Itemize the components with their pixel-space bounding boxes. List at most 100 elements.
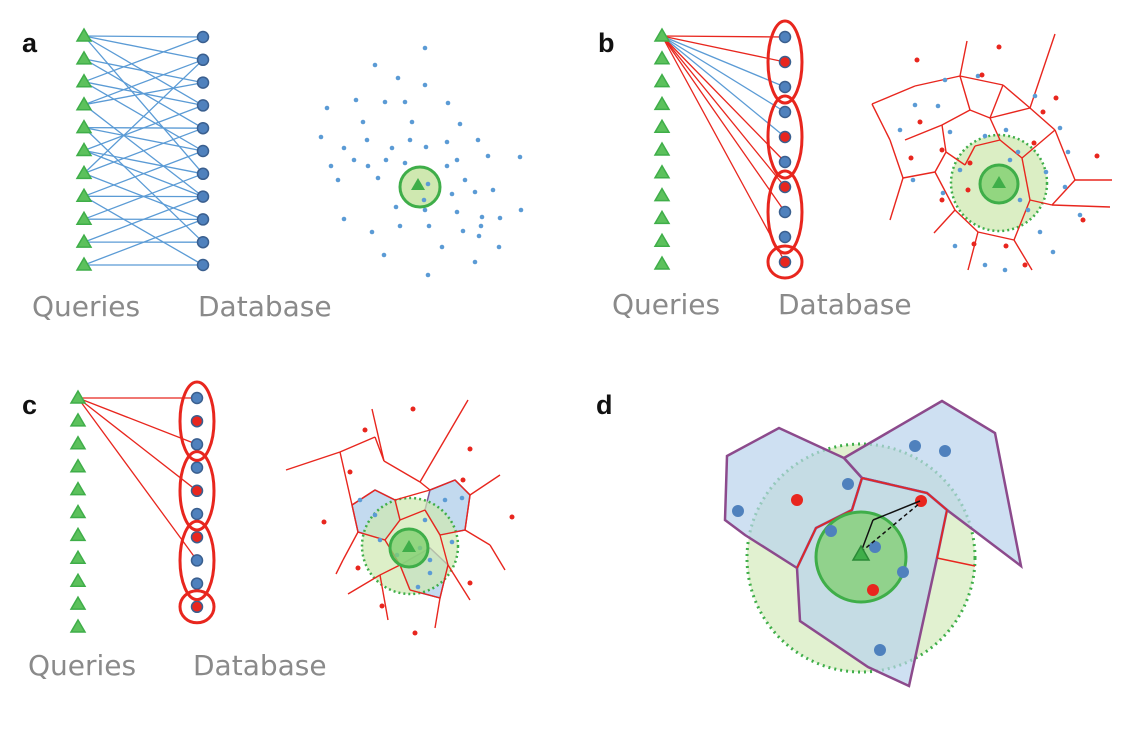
scatter-point (1062, 184, 1068, 190)
voronoi-edge (394, 489, 431, 501)
panel-a-query-column (75, 27, 93, 271)
scatter-point (1032, 93, 1038, 99)
voronoi-edge (409, 589, 441, 599)
scatter-point (375, 175, 381, 181)
panel-d-path-segment (860, 519, 874, 553)
cluster-ellipse (178, 589, 216, 625)
voronoi-edge (1002, 84, 1031, 109)
query-database-link (83, 35, 204, 175)
database-point (196, 190, 210, 203)
voronoi-edge (954, 209, 979, 233)
panel-a-scatter (318, 45, 524, 278)
scatter-point (454, 157, 460, 163)
voronoi-edge (989, 117, 1001, 141)
voronoi-edge (339, 451, 353, 506)
voronoi-edge (434, 597, 441, 629)
panel-a-query-marker (411, 178, 425, 190)
panel-a-database-caption: Database (198, 290, 332, 323)
centroid-point (914, 57, 920, 63)
panel-b: b Queries Database (598, 19, 1112, 321)
query-cluster-link (77, 397, 198, 446)
panel-b-cluster-groups (766, 19, 804, 280)
voronoi-edge (945, 151, 966, 166)
voronoi-edge (379, 564, 401, 576)
scatter-point (402, 160, 408, 166)
scatter-point (460, 228, 466, 234)
voronoi-edge (419, 399, 469, 483)
query-cluster-link (661, 35, 786, 38)
voronoi-edge (964, 145, 976, 166)
database-point (196, 258, 210, 272)
query-database-link (83, 58, 204, 84)
scatter-point (1002, 267, 1008, 273)
voronoi-edge (339, 436, 376, 453)
scatter-point (382, 99, 388, 105)
scatter-point (1043, 169, 1049, 175)
query-cluster-link (661, 35, 786, 88)
voronoi-edge (419, 481, 431, 491)
query-database-link (83, 195, 204, 266)
database-point (825, 525, 837, 537)
scatter-point (982, 133, 988, 139)
voronoi-edge (347, 574, 381, 595)
query-cluster-link (661, 35, 786, 188)
centroid-point (509, 514, 515, 520)
scatter-point (1003, 127, 1009, 133)
panel-label-c: c (22, 390, 37, 420)
panel-d-direct-distance (860, 502, 921, 553)
scatter-point (427, 570, 433, 576)
voronoi-edge (902, 171, 936, 179)
voronoi-edge (384, 519, 401, 541)
centroid-point (915, 495, 927, 507)
centroid-point (1080, 217, 1086, 223)
query-database-link (83, 35, 204, 38)
scatter-point (442, 497, 448, 503)
scatter-point (517, 154, 523, 160)
centroid-point (971, 241, 977, 247)
scatter-point (426, 223, 432, 229)
centroid-point (979, 72, 985, 78)
scatter-point (318, 134, 324, 140)
voronoi-edge (871, 103, 891, 141)
voronoi-edge (967, 231, 979, 271)
database-point (778, 105, 792, 119)
scatter-point (475, 137, 481, 143)
centroid-point (1053, 95, 1059, 101)
scatter-point (383, 157, 389, 163)
panel-a-database-column (196, 30, 210, 272)
centroid-point (410, 406, 416, 412)
scatter-point (422, 207, 428, 213)
panel-b-queries-caption: Queries (612, 288, 720, 321)
query-database-link (83, 126, 204, 152)
voronoi-edge (1029, 107, 1056, 131)
query-cluster-link (661, 35, 786, 138)
panel-b-database-column (778, 30, 792, 269)
scatter-point (912, 102, 918, 108)
scatter-point (975, 73, 981, 79)
scatter-point (369, 229, 375, 235)
database-point (190, 414, 204, 428)
scatter-point (324, 105, 330, 111)
voronoi-edge (974, 139, 1001, 147)
panel-label-a: a (22, 28, 38, 58)
voronoi-edge (989, 107, 1031, 119)
query-cluster-link (661, 35, 786, 213)
voronoi-edge (379, 574, 389, 621)
query-triangle (75, 187, 93, 203)
database-point (196, 121, 210, 135)
query-database-link (83, 173, 204, 220)
scatter-point (407, 137, 413, 143)
voronoi-edge (351, 489, 376, 506)
voronoi-edge (1051, 179, 1076, 206)
panel-b-database-caption: Database (778, 288, 912, 321)
database-point (196, 53, 210, 67)
voronoi-edge (399, 509, 426, 521)
database-point (190, 461, 204, 474)
centroid-point (917, 119, 923, 125)
query-triangle (75, 164, 93, 180)
query-triangle (653, 118, 671, 133)
panel-a-queries-caption: Queries (32, 290, 140, 323)
database-point (778, 255, 792, 269)
database-point (778, 205, 792, 219)
